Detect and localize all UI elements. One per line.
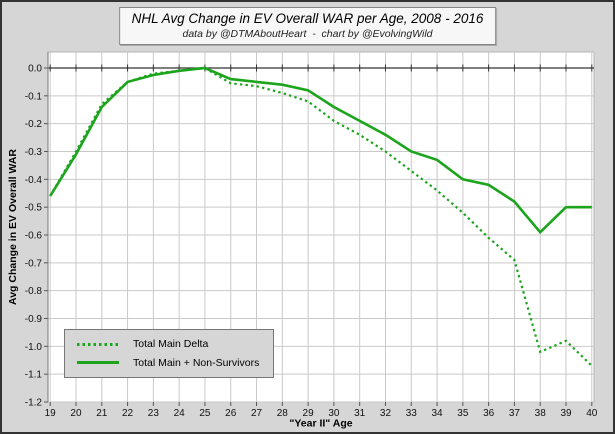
- legend-label: Total Main + Non-Survivors: [133, 356, 260, 369]
- x-tick-label: 20: [70, 408, 82, 419]
- y-tick-label: -1.0: [25, 342, 43, 353]
- y-tick-label: -0.2: [25, 119, 43, 130]
- x-tick-label: 31: [354, 408, 366, 419]
- y-tick-label: -0.8: [25, 286, 43, 297]
- y-tick-label: -1.2: [25, 398, 43, 409]
- x-tick-label: 26: [225, 408, 237, 419]
- x-tick-label: 37: [509, 408, 521, 419]
- y-tick-label: -0.5: [25, 203, 43, 214]
- x-tick-label: 27: [251, 408, 263, 419]
- x-tick-label: 34: [431, 408, 443, 419]
- x-tick-label: 40: [586, 408, 598, 419]
- x-tick-label: 28: [277, 408, 289, 419]
- y-tick-label: -0.1: [25, 91, 43, 102]
- x-tick-label: 24: [174, 408, 186, 419]
- x-tick-label: 36: [483, 408, 495, 419]
- dotted-line-icon: [77, 342, 119, 346]
- solid-line-icon: [77, 361, 119, 365]
- x-tick-label: 19: [45, 408, 57, 419]
- legend-item-total-main-non-survivors: Total Main + Non-Survivors: [77, 357, 261, 369]
- legend: Total Main Delta Total Main + Non-Surviv…: [64, 329, 274, 378]
- y-tick-label: -1.1: [25, 370, 43, 381]
- legend-item-total-main-delta: Total Main Delta: [77, 338, 261, 350]
- series-line-solid: [49, 66, 592, 235]
- y-axis-title: Avg Change in EV Overall WAR: [7, 149, 19, 305]
- x-tick-label: 30: [328, 408, 340, 419]
- x-tick-label: 38: [535, 408, 547, 419]
- y-tick-label: 0.0: [28, 64, 42, 75]
- title-box: NHL Avg Change in EV Overall WAR per Age…: [118, 7, 497, 45]
- chart-title: NHL Avg Change in EV Overall WAR per Age…: [131, 11, 484, 26]
- y-tick-label: -0.6: [25, 231, 43, 242]
- x-tick-label: 23: [148, 408, 160, 419]
- x-tick-label: 33: [406, 408, 418, 419]
- y-tick-label: -0.9: [25, 314, 43, 325]
- x-tick-label: 22: [122, 408, 134, 419]
- y-tick-label: -0.4: [25, 175, 43, 186]
- x-tick-label: 32: [380, 408, 392, 419]
- x-axis-title: "Year II" Age: [289, 418, 352, 430]
- x-tick-label: 39: [560, 408, 572, 419]
- legend-label: Total Main Delta: [133, 338, 209, 351]
- x-tick-label: 25: [199, 408, 211, 419]
- chart-subtitle: data by @DTMAboutHeart - chart by @Evolv…: [182, 27, 433, 40]
- y-tick-label: -0.7: [25, 258, 43, 269]
- x-tick-label: 21: [96, 408, 108, 419]
- y-tick-label: -0.3: [25, 147, 43, 158]
- x-tick-label: 35: [457, 408, 469, 419]
- x-tick-label: 29: [303, 408, 315, 419]
